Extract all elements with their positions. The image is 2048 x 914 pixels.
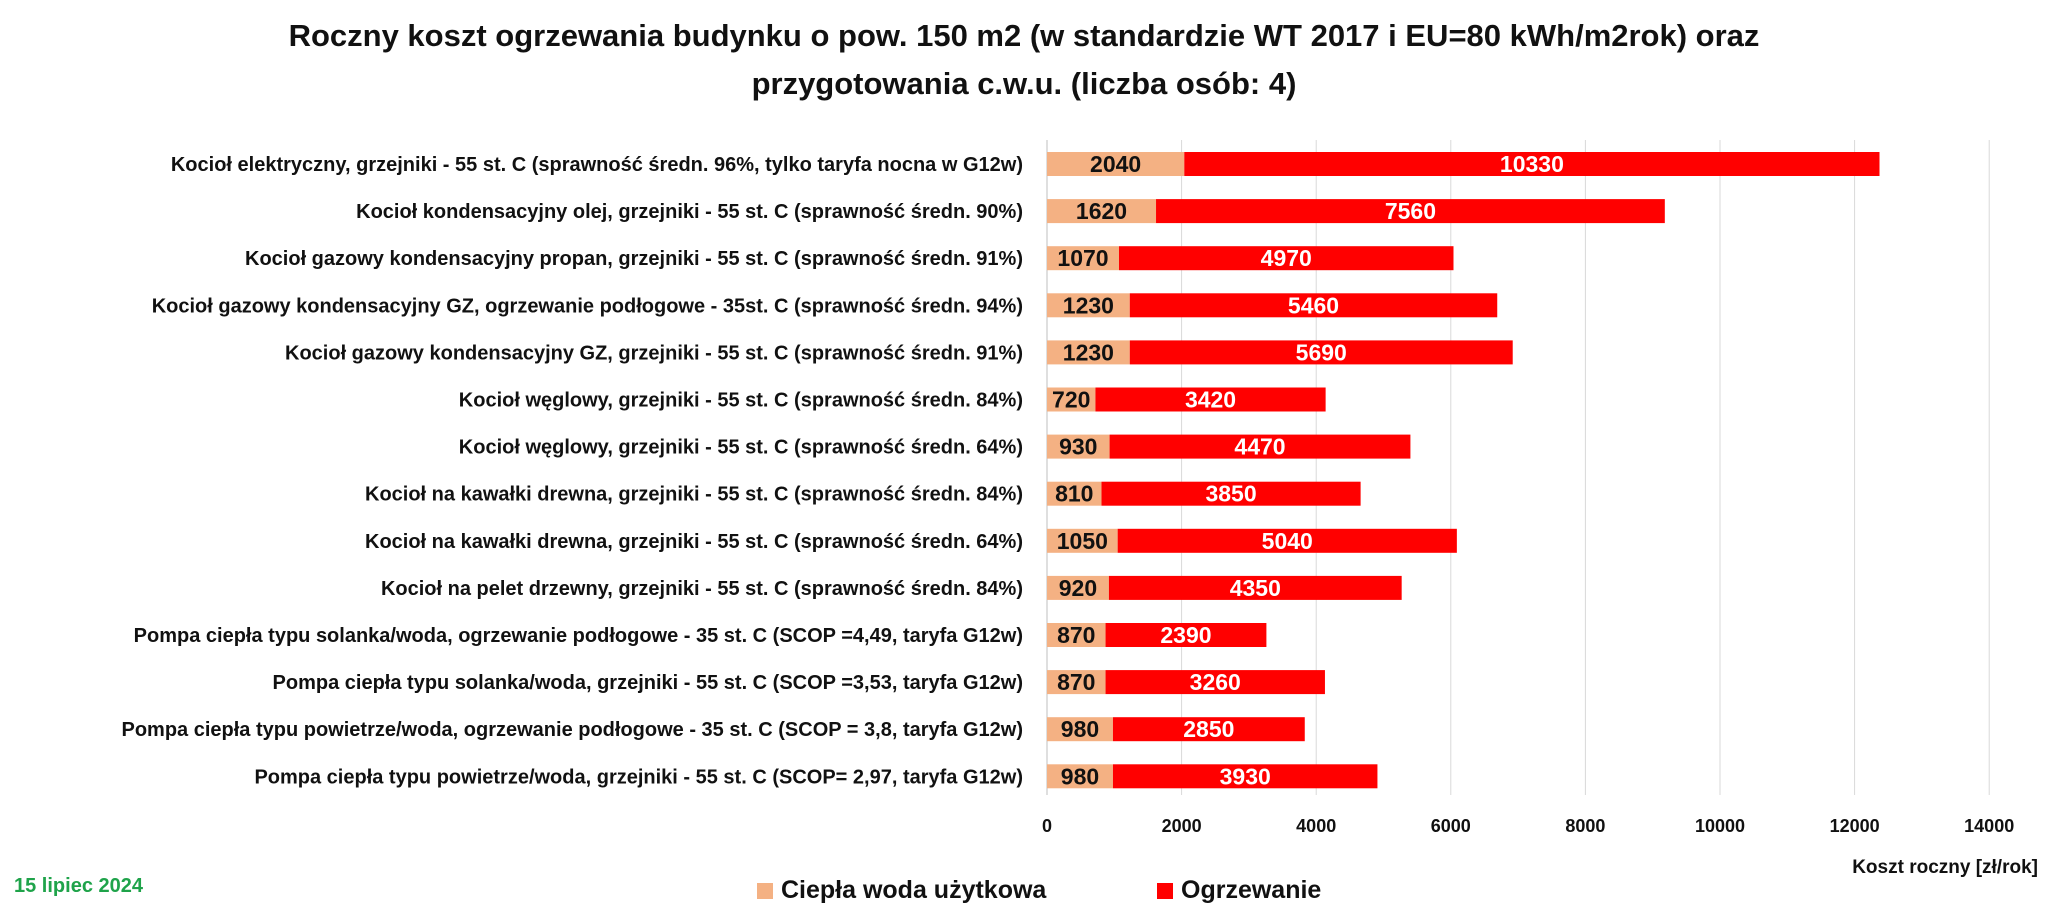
- data-label-heating: 7560: [1385, 198, 1436, 224]
- category-label: Kocioł węglowy, grzejniki - 55 st. C (sp…: [459, 437, 1023, 459]
- data-label-heating: 3850: [1205, 481, 1256, 507]
- data-label-hot-water: 870: [1057, 669, 1095, 695]
- x-tick-label: 4000: [1296, 816, 1336, 836]
- data-label-heating: 10330: [1500, 151, 1564, 177]
- legend-swatch-hot-water: [757, 882, 773, 899]
- x-tick-label: 14000: [1964, 816, 2014, 836]
- legend-item-hot-water: Ciepła woda użytkowa: [757, 876, 1046, 905]
- category-label: Pompa ciepła typu solanka/woda, grzejnik…: [273, 672, 1023, 694]
- legend-label-hot-water: Ciepła woda użytkowa: [781, 876, 1047, 904]
- data-label-heating: 2390: [1160, 622, 1211, 648]
- data-label-hot-water: 870: [1057, 622, 1095, 648]
- date-label: 15 lipiec 2024: [14, 875, 143, 897]
- category-label: Pompa ciepła typu powietrze/woda, grzejn…: [254, 766, 1023, 788]
- bar-hot-water: [1047, 623, 1106, 647]
- legend-label-heating: Ogrzewanie: [1181, 876, 1322, 904]
- bar-heating: [1112, 717, 1305, 742]
- data-label-heating: 4970: [1261, 245, 1312, 271]
- data-label-hot-water: 1230: [1063, 292, 1114, 318]
- bar-heating: [1184, 152, 1880, 176]
- bar-hot-water: [1047, 152, 1185, 176]
- bar-heating: [1129, 293, 1498, 318]
- data-label-hot-water: 980: [1061, 763, 1099, 789]
- bar-heating: [1108, 575, 1402, 600]
- data-label-hot-water: 720: [1052, 387, 1090, 413]
- x-tick-label: 6000: [1431, 816, 1471, 836]
- bar-heating: [1105, 670, 1325, 695]
- data-label-heating: 3260: [1190, 669, 1241, 695]
- category-label: Kocioł węglowy, grzejniki - 55 st. C (sp…: [459, 390, 1023, 412]
- x-tick-label: 8000: [1565, 816, 1605, 836]
- x-tick-label: 2000: [1162, 816, 1202, 836]
- category-label: Kocioł elektryczny, grzejniki - 55 st. C…: [171, 154, 1023, 176]
- bar-hot-water: [1047, 717, 1113, 742]
- category-label: Pompa ciepła typu powietrze/woda, ogrzew…: [121, 719, 1023, 741]
- legend-swatch-heating: [1157, 882, 1173, 899]
- bar-hot-water: [1047, 528, 1118, 553]
- data-label-heating: 2850: [1183, 716, 1234, 742]
- x-tick-label: 10000: [1695, 816, 1745, 836]
- x-tick-label: 0: [1042, 816, 1052, 836]
- bar-heating: [1112, 764, 1378, 789]
- x-axis-label: Koszt roczny [zł/rok]: [1852, 857, 2038, 878]
- bar-heating: [1156, 199, 1665, 224]
- data-label-hot-water: 1070: [1057, 245, 1108, 271]
- data-label-hot-water: 810: [1055, 481, 1093, 507]
- data-label-heating: 5460: [1288, 292, 1339, 318]
- bar-heating: [1095, 387, 1326, 412]
- data-label-hot-water: 920: [1059, 575, 1097, 601]
- chart-title-line-2: przygotowania c.w.u. (liczba osób: 4): [751, 66, 1297, 101]
- bar-hot-water: [1047, 387, 1096, 412]
- bar-hot-water: [1047, 670, 1106, 695]
- bar-heating: [1119, 246, 1454, 271]
- category-label: Kocioł gazowy kondensacyjny propan, grze…: [245, 248, 1023, 270]
- data-label-hot-water: 1230: [1063, 339, 1114, 365]
- category-label: Pompa ciepła typu solanka/woda, ogrzewan…: [134, 625, 1023, 647]
- data-label-hot-water: 930: [1059, 434, 1097, 460]
- bar-heating: [1101, 481, 1361, 506]
- data-label-heating: 5690: [1296, 339, 1347, 365]
- bar-heating: [1117, 528, 1457, 553]
- category-label: Kocioł gazowy kondensacyjny GZ, ogrzewan…: [152, 295, 1023, 317]
- bar-heating: [1129, 340, 1513, 365]
- bar-hot-water: [1047, 293, 1130, 318]
- category-label: Kocioł na pelet drzewny, grzejniki - 55 …: [381, 578, 1023, 600]
- bar-hot-water: [1047, 434, 1110, 459]
- bar-hot-water: [1047, 246, 1120, 271]
- bar-heating: [1105, 623, 1267, 647]
- legend-item-heating: Ogrzewanie: [1157, 876, 1321, 905]
- x-tick-label: 12000: [1830, 816, 1880, 836]
- bar-heating: [1109, 434, 1411, 459]
- category-label: Kocioł na kawałki drewna, grzejniki - 55…: [365, 531, 1023, 553]
- data-label-heating: 4470: [1234, 434, 1285, 460]
- category-label: Kocioł kondensacyjny olej, grzejniki - 5…: [356, 201, 1023, 223]
- bar-hot-water: [1047, 199, 1157, 224]
- data-label-hot-water: 1620: [1076, 198, 1127, 224]
- data-label-heating: 3930: [1220, 763, 1271, 789]
- data-label-heating: 5040: [1262, 528, 1313, 554]
- bar-hot-water: [1047, 481, 1102, 506]
- bar-hot-water: [1047, 575, 1109, 600]
- data-label-heating: 4350: [1230, 575, 1281, 601]
- bar-hot-water: [1047, 340, 1130, 365]
- data-label-hot-water: 2040: [1090, 151, 1141, 177]
- data-label-heating: 3420: [1185, 387, 1236, 413]
- chart-title-line-1: Roczny koszt ogrzewania budynku o pow. 1…: [288, 18, 1760, 53]
- category-label: Kocioł gazowy kondensacyjny GZ, grzejnik…: [285, 342, 1023, 364]
- data-label-hot-water: 1050: [1057, 528, 1108, 554]
- data-label-hot-water: 980: [1061, 716, 1099, 742]
- category-label: Kocioł na kawałki drewna, grzejniki - 55…: [365, 484, 1023, 506]
- bar-hot-water: [1047, 764, 1113, 789]
